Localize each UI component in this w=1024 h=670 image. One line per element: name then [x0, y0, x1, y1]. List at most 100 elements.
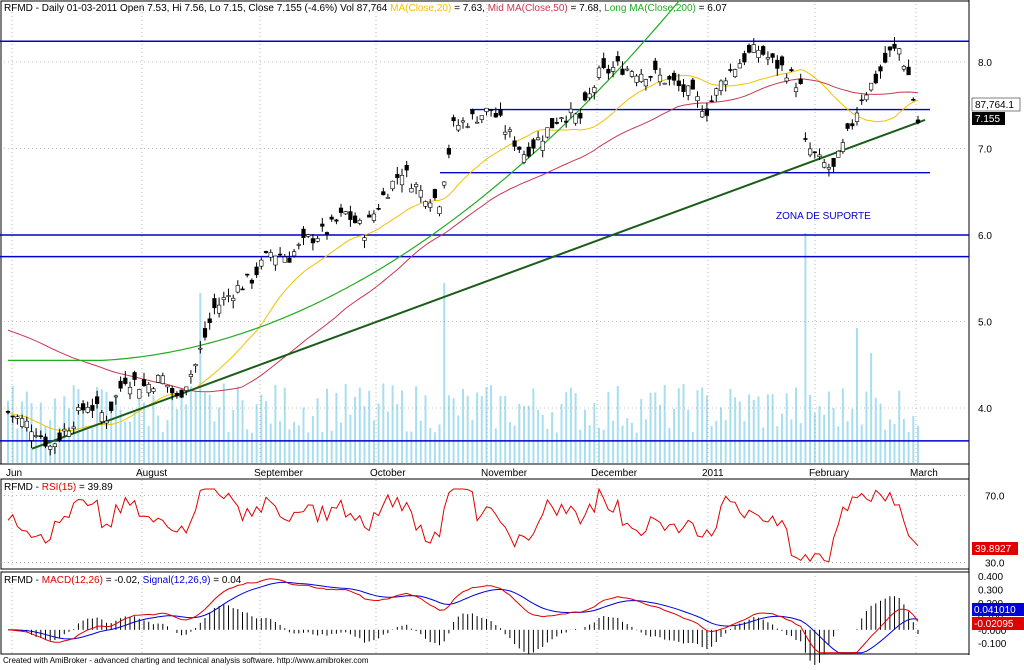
- volume-bar: [175, 409, 178, 463]
- volume-bar: [851, 408, 854, 463]
- volume-bar: [377, 403, 380, 463]
- volume-bar: [494, 428, 497, 463]
- candle-body: [423, 201, 428, 207]
- volume-bar: [340, 422, 342, 463]
- volume-bar: [180, 392, 183, 463]
- volume-bar: [466, 395, 469, 463]
- volume-bar: [171, 389, 174, 463]
- candle-body: [390, 180, 395, 190]
- candle-body: [798, 78, 803, 84]
- volume-bar: [204, 392, 206, 463]
- candle-body: [273, 255, 278, 266]
- volume-bar: [602, 429, 605, 463]
- volume-bar: [250, 432, 253, 463]
- volume-bar: [480, 396, 483, 463]
- price-grid: [0, 0, 969, 655]
- volume-bar: [513, 425, 516, 463]
- footer-credit: Created with AmiBroker - advanced charti…: [3, 656, 369, 665]
- volume-bar: [823, 414, 826, 463]
- candle-body: [606, 68, 611, 74]
- header-ma200-value: = 6.07: [696, 3, 727, 14]
- volume-bar: [907, 432, 910, 463]
- volume-bar: [269, 423, 272, 463]
- ma20-line: [7, 68, 919, 432]
- candle-body: [160, 375, 165, 384]
- volume-bar: [7, 400, 9, 463]
- candle-body: [878, 66, 883, 72]
- candle-body: [531, 139, 536, 149]
- candle-body: [859, 99, 864, 102]
- candle-body: [301, 228, 306, 238]
- candle-body: [700, 111, 705, 118]
- volume-bar: [490, 385, 493, 463]
- volume-bar: [189, 386, 192, 463]
- volume-bar: [363, 406, 366, 463]
- volume-bar: [846, 421, 849, 463]
- candle-body: [202, 328, 208, 338]
- volume-bar: [218, 407, 221, 463]
- candle-body: [315, 238, 320, 242]
- volume-bar: [659, 405, 661, 463]
- candle-body: [399, 175, 405, 186]
- candle-body: [742, 53, 747, 63]
- candle-body: [873, 73, 878, 84]
- candle-body: [437, 206, 442, 214]
- volume-bar: [640, 399, 643, 463]
- rsi-label: RSI(15): [42, 482, 76, 493]
- macd-value: = -0.02,: [103, 575, 143, 586]
- rsi-panel-frame: [0, 478, 970, 570]
- candle-body: [371, 213, 377, 221]
- volume-bar: [405, 431, 408, 463]
- signal-badge-bg: [972, 617, 1024, 630]
- candle-body: [554, 122, 559, 124]
- candle-body: [681, 84, 686, 92]
- volume-bar: [523, 406, 525, 463]
- candle-body: [897, 48, 902, 55]
- signal-line: [7, 581, 919, 654]
- candle-body: [676, 80, 681, 87]
- volume-bar: [593, 403, 596, 463]
- volume-bar: [138, 389, 141, 463]
- volume-bar: [11, 386, 14, 463]
- candle-body: [587, 93, 592, 99]
- candle-body: [428, 202, 433, 208]
- candle-body: [568, 108, 573, 114]
- candle-body: [484, 107, 489, 112]
- candle-body: [442, 181, 447, 186]
- volume-bar: [311, 416, 314, 463]
- volume-bar: [673, 408, 676, 463]
- candle-body: [212, 298, 217, 309]
- candle-body: [446, 148, 452, 155]
- candle-body: [10, 415, 15, 418]
- volume-bar: [433, 432, 436, 463]
- candle-body: [395, 174, 400, 178]
- candle-body: [615, 56, 620, 62]
- candle-body: [470, 109, 475, 115]
- candle-body: [901, 66, 906, 70]
- candle-body: [418, 190, 423, 198]
- rsi-symbol: RFMD: [4, 482, 33, 493]
- volume-bar: [330, 430, 333, 463]
- volume-bar: [133, 411, 136, 463]
- volume-bar: [77, 389, 80, 463]
- candle-body: [381, 191, 386, 196]
- volume-bar: [344, 384, 347, 463]
- volume-bar: [443, 283, 446, 463]
- volume-bar: [396, 403, 399, 463]
- candle-body: [653, 60, 658, 70]
- macd-tick-label: -0.000: [978, 626, 1007, 637]
- time-tick-label: Jun: [6, 468, 22, 479]
- candle-body: [282, 256, 287, 263]
- candle-body: [48, 445, 53, 450]
- close-badge-bg: [972, 112, 1005, 125]
- volume-bar: [194, 390, 197, 463]
- volume-bar: [879, 403, 882, 463]
- candle-body: [549, 118, 555, 129]
- volume-bar: [419, 420, 422, 463]
- volume-bar: [551, 412, 554, 463]
- candle-body: [704, 108, 709, 116]
- volume-bar: [898, 390, 901, 463]
- candle-body: [535, 137, 541, 141]
- volume-bar: [358, 387, 361, 463]
